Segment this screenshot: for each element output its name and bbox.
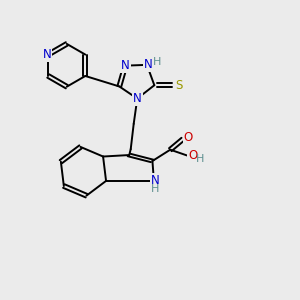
Text: O: O xyxy=(188,149,197,162)
Text: H: H xyxy=(153,57,161,67)
Text: O: O xyxy=(184,131,193,144)
Text: H: H xyxy=(196,154,204,164)
Text: S: S xyxy=(175,79,183,92)
Text: N: N xyxy=(42,48,51,61)
Text: H: H xyxy=(151,184,160,194)
Text: N: N xyxy=(151,174,160,188)
Text: N: N xyxy=(143,58,152,71)
Text: N: N xyxy=(133,92,142,105)
Text: N: N xyxy=(121,59,130,72)
